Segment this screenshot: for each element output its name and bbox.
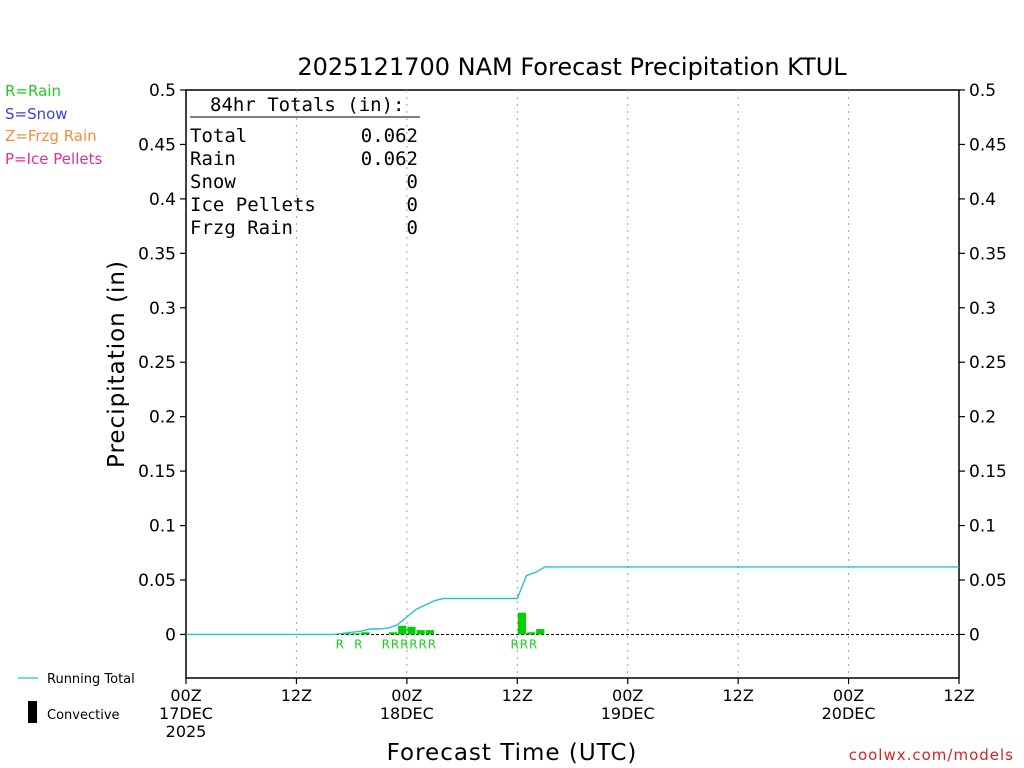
ptype-marker: R [382,637,390,651]
ptype-marker: R [400,637,408,651]
ptype-marker: R [529,637,537,651]
totals-value-ice-pellets: 0 [407,194,418,216]
x-tick-label-0-1: 17DEC [159,704,213,723]
ptype-marker: R [354,637,362,651]
precip-bar-19 [352,633,361,635]
x-tick-label-36-0: 12Z [502,686,533,705]
running-total-line [186,566,959,636]
ptype-marker: R [418,637,426,651]
totals-header: 84hr Totals (in): [210,94,404,116]
precip-bar-37 [517,612,526,635]
y-tick-label-left: 0.45 [138,135,176,155]
ptype-marker: R [520,637,528,651]
legend-ice-pellets: P=Ice Pellets [5,150,102,168]
legend-rain: R=Rain [5,82,61,100]
x-tick-label-84-0: 12Z [943,686,974,705]
precip-bar-20 [361,632,370,635]
ptype-marker: R [391,637,399,651]
x-tick-label-60-0: 12Z [722,686,753,705]
y-tick-label-left: 0.05 [138,571,176,591]
ptype-marker: R [409,637,417,651]
y-tick-label-left: 0.35 [138,244,176,264]
ptype-marker: R [336,637,344,651]
x-tick-label-48-1: 19DEC [601,704,655,723]
y-tick-label-right: 0.45 [969,135,1007,155]
y-axis-ticks: 0.5 0.5 0.45 0.45 0.4 0.4 0.35 0.35 0.3 0.3 0.25 0.… [138,81,1007,645]
precip-bar-23 [388,632,398,635]
grid-lines [295,90,850,678]
y-tick-label-right: 0.05 [969,571,1007,591]
totals-label-ice-pellets: Ice Pellets [190,194,316,216]
totals-value-total: 0.062 [361,125,418,147]
precip-bar-38 [526,632,536,635]
precip-bars [342,612,545,635]
y-tick-label-right: 0.25 [969,353,1007,373]
x-axis-label: Forecast Time (UTC) [387,740,638,766]
y-tick-label-left: 0.4 [149,190,176,210]
y-tick-label-right: 0.1 [969,517,996,537]
y-tick-label-left: 0.1 [149,517,176,537]
x-tick-label-0-0: 00Z [170,686,201,705]
legend-convective-swatch [28,701,37,723]
y-tick-label-left: 0.3 [149,299,176,319]
ptype-marker: R [511,637,519,651]
x-tick-label-0-2: 2025 [166,722,207,741]
legend-running-total-label: Running Total [47,672,135,687]
x-tick-label-72-0: 00Z [833,686,864,705]
precip-bar-27 [425,630,434,635]
x-tick-label-24-0: 00Z [391,686,422,705]
y-tick-label-right: 0.2 [969,408,996,428]
totals-value-rain: 0.062 [361,148,418,170]
totals-box: 84hr Totals (in): Total 0.062 Rain 0.062… [190,94,420,239]
x-tick-label-12-0: 12Z [281,686,312,705]
credit-text: coolwx.com/models [849,746,1014,764]
precip-bar-26 [416,630,425,635]
chart-title: 2025121700 NAM Forecast Precipitation KT… [297,53,847,81]
y-tick-label-right: 0.5 [969,81,996,101]
totals-value-snow: 0 [407,171,418,193]
y-tick-label-left: 0.15 [138,462,176,482]
precip-bar-18 [342,633,352,635]
legend-frzg-rain: Z=Frzg Rain [5,127,97,145]
ptype-legend: R=Rain S=Snow Z=Frzg Rain P=Ice Pellets [5,82,102,168]
y-tick-label-right: 0.15 [969,462,1007,482]
totals-label-total: Total [190,125,247,147]
totals-label-frzg-rain: Frzg Rain [190,217,293,239]
legend-snow: S=Snow [5,105,68,123]
plot-frame [185,89,960,679]
y-tick-label-left: 0.2 [149,408,176,428]
y-tick-label-right: 0.3 [969,299,996,319]
x-tick-label-72-1: 20DEC [822,704,876,723]
y-tick-label-right: 0 [969,625,980,645]
y-tick-label-left: 0 [165,625,176,645]
y-tick-label-right: 0.4 [969,190,996,210]
totals-label-rain: Rain [190,148,236,170]
x-tick-label-24-1: 18DEC [380,704,434,723]
ptype-marker: R [428,637,436,651]
y-tick-label-left: 0.5 [149,81,176,101]
legend-convective-label: Convective [47,708,120,723]
y-tick-label-right: 0.35 [969,244,1007,264]
precip-bar-25 [407,626,416,635]
series-legend: Running Total Convective [18,672,135,723]
y-tick-label-left: 0.25 [138,353,176,373]
precip-bar-24 [398,625,407,635]
x-tick-label-48-0: 00Z [612,686,643,705]
y-axis-label: Precipitation (in) [104,260,130,468]
totals-value-frzg-rain: 0 [407,217,418,239]
running-total-group [186,566,959,636]
precip-bar-39 [536,629,545,635]
totals-label-snow: Snow [190,171,236,193]
